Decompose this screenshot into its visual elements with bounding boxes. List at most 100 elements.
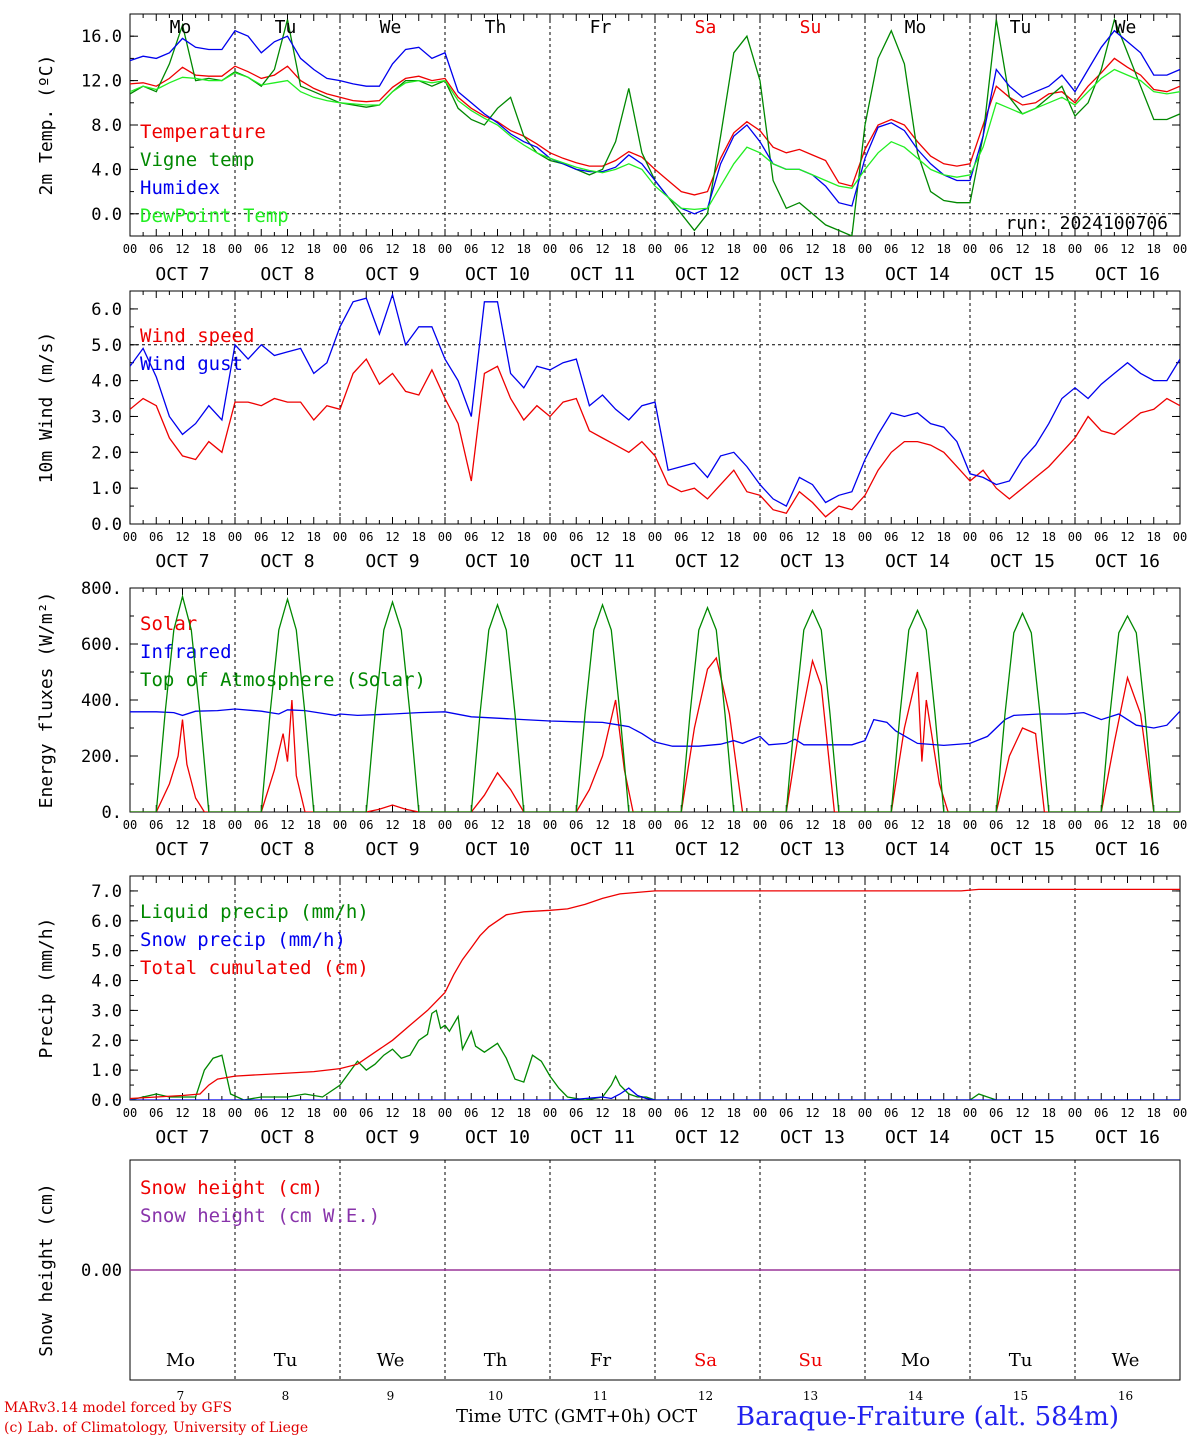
hour-tick-label: 12 bbox=[700, 242, 714, 256]
hour-tick-label: 06 bbox=[1094, 242, 1108, 256]
hour-tick-label: 06 bbox=[359, 818, 373, 832]
hour-tick-label: 00 bbox=[228, 818, 242, 832]
hour-tick-label: 18 bbox=[727, 1106, 741, 1120]
weekday-label: Tu bbox=[274, 1350, 298, 1371]
hour-tick-label: 06 bbox=[149, 1106, 163, 1120]
y-axis-label: 10m Wind (m/s) bbox=[36, 332, 57, 484]
hour-tick-label: 18 bbox=[622, 818, 636, 832]
series-line-vigne-temp bbox=[130, 17, 1180, 236]
legend-entry: Solar bbox=[140, 613, 197, 635]
hour-tick-label: 12 bbox=[490, 242, 504, 256]
y-axis-label: Snow height (cm) bbox=[36, 1183, 57, 1356]
hour-tick-label: 12 bbox=[175, 530, 189, 544]
hour-tick-label: 12 bbox=[595, 242, 609, 256]
date-label: OCT 14 bbox=[885, 1127, 950, 1148]
date-label: OCT 13 bbox=[780, 1127, 845, 1148]
hour-tick-label: 18 bbox=[202, 818, 216, 832]
hour-tick-label: 06 bbox=[254, 530, 268, 544]
hour-tick-label: 12 bbox=[280, 242, 294, 256]
y-tick-label: 5.0 bbox=[91, 942, 122, 962]
date-label: OCT 7 bbox=[155, 551, 209, 572]
hour-tick-label: 18 bbox=[307, 242, 321, 256]
series-line-humidex bbox=[130, 29, 1180, 215]
y-tick-label: 400. bbox=[81, 691, 122, 711]
hour-tick-label: 06 bbox=[779, 818, 793, 832]
hour-tick-label: 12 bbox=[385, 530, 399, 544]
hour-tick-label: 06 bbox=[674, 242, 688, 256]
hour-tick-label: 12 bbox=[910, 242, 924, 256]
legend-entry: DewPoint Temp bbox=[140, 205, 289, 227]
date-label: OCT 16 bbox=[1095, 264, 1160, 285]
hour-tick-label: 18 bbox=[937, 242, 951, 256]
hour-tick-label: 18 bbox=[202, 530, 216, 544]
date-label: OCT 10 bbox=[465, 264, 530, 285]
hour-tick-label: 00 bbox=[858, 530, 872, 544]
y-tick-label: 4.0 bbox=[91, 160, 122, 180]
date-label: OCT 7 bbox=[155, 839, 209, 860]
date-label: OCT 14 bbox=[885, 839, 950, 860]
hour-tick-label: 00 bbox=[648, 242, 662, 256]
hour-tick-label: 12 bbox=[385, 242, 399, 256]
series-line-top-of-atmosphere-solar bbox=[130, 593, 1180, 812]
weekday-label: Su bbox=[799, 1350, 823, 1371]
hour-tick-label: 06 bbox=[779, 242, 793, 256]
date-label: OCT 11 bbox=[570, 264, 635, 285]
legend-entry: Total cumulated (cm) bbox=[140, 957, 369, 979]
weekday-label: Mo bbox=[170, 17, 192, 38]
hour-tick-label: 06 bbox=[884, 1106, 898, 1120]
hour-tick-label: 18 bbox=[1147, 1106, 1161, 1120]
hour-tick-label: 00 bbox=[123, 242, 137, 256]
day-number-label: 8 bbox=[282, 1389, 290, 1403]
series-line-temperature bbox=[130, 57, 1180, 196]
date-label: OCT 16 bbox=[1095, 551, 1160, 572]
date-label: OCT 8 bbox=[260, 1127, 314, 1148]
panel-4: 00 06 12 18 00 06 12 18 00 06 12 18 00 06 12 18 00 06 12 18… bbox=[36, 875, 1187, 1148]
hour-tick-label: 12 bbox=[910, 1106, 924, 1120]
hour-tick-label: 12 bbox=[805, 1106, 819, 1120]
y-tick-label: 4.0 bbox=[91, 972, 122, 992]
hour-tick-label: 18 bbox=[412, 530, 426, 544]
hour-tick-label: 06 bbox=[254, 1106, 268, 1120]
station-label: Baraque-Fraiture (alt. 584m) bbox=[736, 1402, 1120, 1432]
hour-tick-label: 00 bbox=[648, 818, 662, 832]
weekday-label: We bbox=[380, 17, 402, 38]
hour-tick-label: 00 bbox=[228, 530, 242, 544]
y-tick-label: 4.0 bbox=[91, 372, 122, 392]
date-label: OCT 10 bbox=[465, 839, 530, 860]
y-tick-label: 0.0 bbox=[91, 1091, 122, 1111]
hour-tick-label: 18 bbox=[412, 818, 426, 832]
hour-tick-label: 18 bbox=[412, 1106, 426, 1120]
hour-tick-label: 00 bbox=[963, 818, 977, 832]
time-axis-label: Time UTC (GMT+0h) OCT bbox=[456, 1406, 698, 1427]
hour-tick-label: 06 bbox=[359, 530, 373, 544]
hour-tick-label: 12 bbox=[910, 818, 924, 832]
hour-tick-label: 00 bbox=[753, 818, 767, 832]
hour-tick-label: 00 bbox=[1068, 242, 1082, 256]
legend-entry: Liquid precip (mm/h) bbox=[140, 901, 369, 923]
hour-tick-label: 00 bbox=[123, 530, 137, 544]
date-label: OCT 15 bbox=[990, 839, 1055, 860]
hour-tick-label: 00 bbox=[858, 242, 872, 256]
y-tick-label: 12.0 bbox=[81, 72, 122, 92]
hour-tick-label: 12 bbox=[175, 818, 189, 832]
legend-entry: Snow height (cm W.E.) bbox=[140, 1205, 380, 1227]
y-tick-label: 0.0 bbox=[91, 205, 122, 225]
day-number-label: 13 bbox=[803, 1389, 818, 1403]
date-label: OCT 7 bbox=[155, 264, 209, 285]
weekday-label: Tu bbox=[275, 17, 297, 38]
hour-tick-label: 18 bbox=[937, 530, 951, 544]
legend-entry: Wind speed bbox=[140, 325, 254, 347]
date-label: OCT 14 bbox=[885, 551, 950, 572]
weekday-label: Tu bbox=[1009, 1350, 1033, 1371]
hour-tick-label: 18 bbox=[1042, 242, 1056, 256]
y-tick-label: 6.0 bbox=[91, 912, 122, 932]
hour-tick-label: 18 bbox=[202, 1106, 216, 1120]
hour-tick-label: 00 bbox=[858, 1106, 872, 1120]
date-label: OCT 15 bbox=[990, 264, 1055, 285]
y-tick-label: 800. bbox=[81, 579, 122, 599]
hour-tick-label: 06 bbox=[359, 1106, 373, 1120]
hour-tick-label: 06 bbox=[674, 530, 688, 544]
weekday-label: Mo bbox=[905, 17, 927, 38]
hour-tick-label: 12 bbox=[1120, 1106, 1134, 1120]
hour-tick-label: 12 bbox=[805, 818, 819, 832]
